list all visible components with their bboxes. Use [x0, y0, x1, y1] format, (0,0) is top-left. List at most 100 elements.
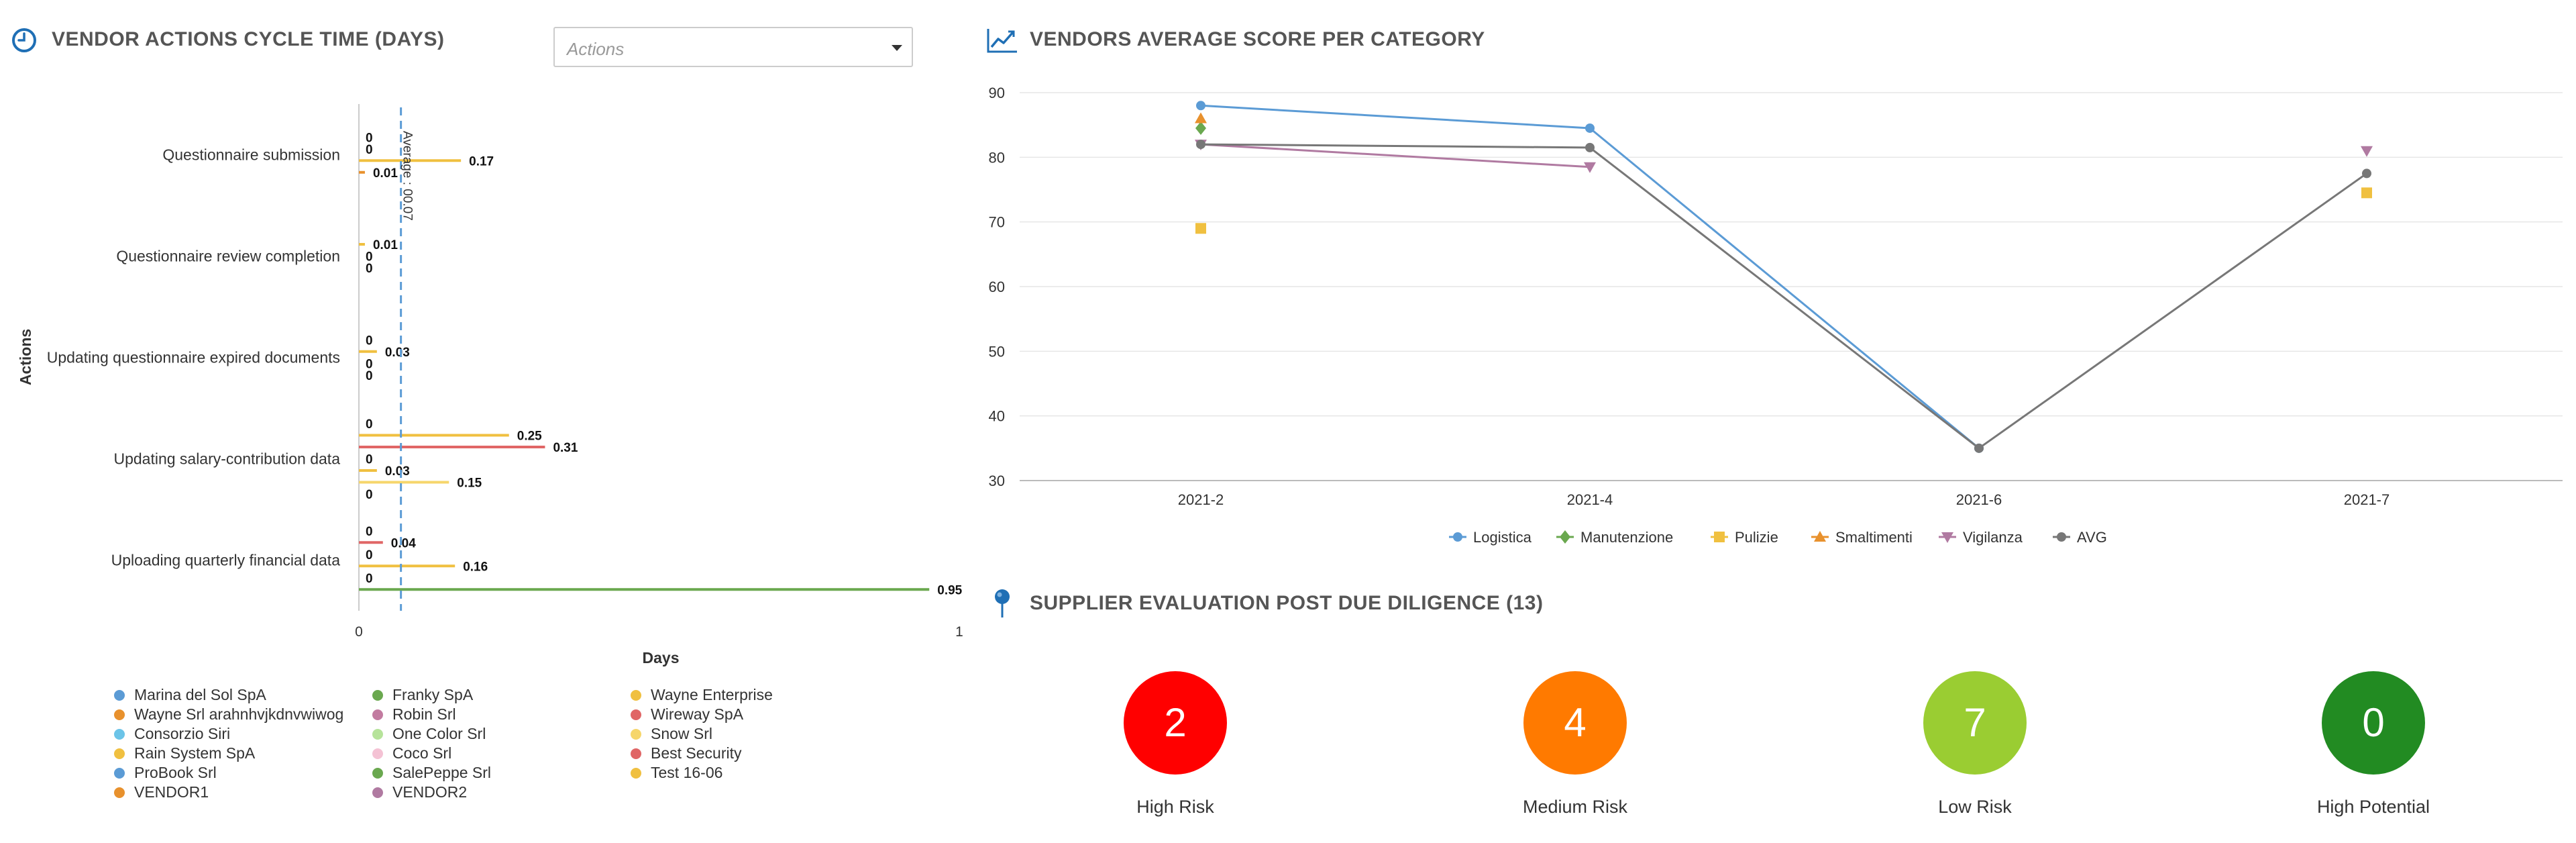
legend-item[interactable]: Pulizie	[1711, 529, 1778, 546]
legend-item[interactable]: Consorzio Siri	[114, 725, 230, 743]
bar-data-label: 0.31	[553, 441, 578, 455]
legend-item[interactable]: ProBook Srl	[114, 764, 217, 782]
bar-data-label: 0	[366, 488, 373, 502]
legend-item[interactable]: Wayne Srl arahnhvjkdnvwiwog	[114, 705, 343, 724]
x-tick-label: 1	[955, 624, 963, 640]
bar-data-label: 0	[366, 334, 373, 348]
bar	[359, 588, 930, 591]
legend-dot-icon	[372, 690, 383, 701]
legend-item[interactable]: AVG	[2053, 529, 2107, 546]
bar-data-label: 0	[366, 131, 373, 145]
risk-count-circle[interactable]: 4	[1523, 671, 1627, 775]
legend-label: Pulizie	[1735, 529, 1778, 546]
bar-data-label: 0	[366, 572, 373, 586]
legend-label: Wayne Srl arahnhvjkdnvwiwog	[134, 705, 344, 723]
legend-item[interactable]: Logistica	[1449, 529, 1532, 546]
legend-marker-icon	[1814, 531, 1826, 542]
legend-label: VENDOR1	[134, 783, 209, 801]
legend-item[interactable]: VENDOR1	[114, 783, 209, 801]
x-tick-label: 2021-4	[1567, 491, 1613, 508]
legend-item[interactable]: VENDOR2	[372, 783, 467, 801]
series-line	[1200, 143, 1591, 168]
risk-category-label: Low Risk	[1938, 797, 2012, 817]
legend-item[interactable]: Wayne Enterprise	[631, 686, 773, 704]
data-point	[1196, 101, 1205, 111]
legend-item[interactable]: Vigilanza	[1939, 529, 2023, 546]
series-manutenzione	[1195, 121, 1206, 135]
legend-item[interactable]: Rain System SpA	[114, 744, 255, 762]
legend-label: One Color Srl	[392, 725, 486, 742]
bar-data-label: 0.15	[457, 477, 482, 491]
bar	[359, 243, 365, 246]
legend-dot-icon	[114, 729, 125, 740]
bar-data-label: 0.17	[469, 154, 494, 168]
legend-item[interactable]: Manutenzione	[1556, 529, 1673, 546]
bar-data-label: 0.01	[373, 166, 398, 181]
bar	[359, 170, 365, 174]
bar-data-label: 0	[366, 357, 373, 371]
risk-category-label: High Risk	[1136, 797, 1214, 817]
bar	[359, 469, 377, 472]
actions-dropdown-placeholder: Actions	[567, 39, 625, 59]
score-line-chart: 90 80 70 60 50 40 30 2021-2 2021-4 2021-6 2021-7 Lo…	[989, 85, 2563, 546]
bar	[359, 446, 545, 448]
risk-count-circle[interactable]: 7	[1923, 671, 2027, 775]
series-logistica	[1196, 101, 1984, 453]
legend-dot-icon	[631, 729, 641, 740]
legend-label: Wireway SpA	[651, 705, 744, 723]
legend-item[interactable]: One Color Srl	[372, 725, 486, 743]
bar	[359, 159, 462, 162]
category-label: Uploading quarterly financial data	[111, 552, 341, 569]
chevron-down-icon	[892, 45, 902, 51]
legend-item[interactable]: Wireway SpA	[631, 705, 743, 724]
legend-item[interactable]: Best Security	[631, 744, 742, 762]
legend-dot-icon	[631, 709, 641, 720]
legend-item[interactable]: Coco Srl	[372, 744, 451, 762]
data-point	[1585, 142, 1595, 152]
bar-data-label: 0	[366, 417, 373, 432]
data-point	[1195, 121, 1206, 135]
legend-label: Coco Srl	[392, 744, 452, 762]
risk-count-circle[interactable]: 2	[1124, 671, 1227, 775]
risk-count-circle[interactable]: 0	[2322, 671, 2425, 775]
bar	[359, 564, 455, 568]
bar-data-label: 0.16	[463, 560, 488, 574]
legend-label: Vigilanza	[1963, 529, 2023, 546]
legend-item[interactable]: Robin Srl	[372, 705, 456, 724]
legend-label: Robin Srl	[392, 705, 456, 723]
y-tick-label: 40	[989, 408, 1005, 425]
legend-dot-icon	[372, 729, 383, 740]
legend-dot-icon	[114, 709, 125, 720]
bar-data-label: 0	[366, 250, 373, 264]
map-pin-icon	[995, 589, 1010, 617]
legend-label: Manutenzione	[1580, 529, 1673, 546]
legend-item[interactable]: Test 16-06	[631, 764, 722, 782]
bar-data-label: 0.04	[391, 536, 416, 550]
data-point	[2362, 168, 2371, 179]
bar-data-label: 0.03	[385, 346, 410, 360]
legend-item[interactable]: Snow Srl	[631, 725, 712, 743]
legend-label: Best Security	[651, 744, 742, 762]
legend-dot-icon	[372, 787, 383, 798]
legend-dot-icon	[114, 787, 125, 798]
bar	[359, 541, 383, 544]
legend-item[interactable]: Franky SpA	[372, 686, 473, 704]
actions-dropdown[interactable]: Actions	[553, 27, 913, 67]
bar-data-label: 0	[366, 525, 373, 539]
legend-label: Test 16-06	[651, 764, 723, 781]
bar-data-label: 0.25	[517, 430, 542, 444]
y-tick-label: 50	[989, 343, 1005, 360]
x-tick-label: 0	[355, 624, 363, 640]
x-tick-label: 2021-2	[1178, 491, 1224, 508]
legend-item[interactable]: Marina del Sol SpA	[114, 686, 266, 704]
data-point	[1974, 443, 1984, 453]
legend-label: Smaltimenti	[1835, 529, 1913, 546]
legend-item[interactable]: Smaltimenti	[1811, 529, 1913, 546]
legend-marker-icon	[1714, 532, 1725, 542]
legend-marker-icon	[1453, 532, 1462, 542]
series-line	[1200, 143, 1591, 149]
series-pulizie	[1195, 187, 2372, 234]
y-axis-title: Actions	[17, 329, 34, 385]
legend-item[interactable]: SalePeppe Srl	[372, 764, 491, 782]
series-smaltimenti	[1195, 112, 1207, 123]
